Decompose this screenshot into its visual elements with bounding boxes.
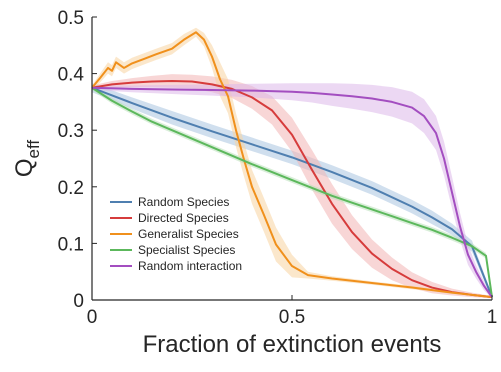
- x-tick-label: 0.5: [279, 307, 305, 328]
- legend-label-specialist-species: Specialist Species: [138, 243, 235, 257]
- axes: [91, 16, 493, 301]
- y-tick-label: 0.1: [58, 234, 84, 255]
- y-axis-label: Qeff: [11, 140, 43, 178]
- y-tick-label: 0.2: [58, 178, 84, 199]
- random-species-band: [92, 83, 492, 300]
- legend-label-generalist-species: Generalist Species: [138, 227, 239, 241]
- y-tick-label: 0.4: [58, 65, 85, 86]
- y-axis-label-main: Q: [11, 158, 38, 177]
- series-lines: [91, 31, 493, 299]
- generalist-species-line: [91, 31, 493, 299]
- y-tick-label: 0.5: [58, 8, 84, 29]
- directed-species-band: [92, 74, 492, 299]
- random-interaction-line: [91, 86, 493, 298]
- y-axis-label-subscript: eff: [24, 140, 43, 159]
- random-species-line: [91, 86, 493, 298]
- legend: Random Species Directed Species Generalist…: [110, 195, 242, 273]
- y-tick-label: 0.3: [58, 121, 84, 142]
- legend-label-random-interaction: Random interaction: [138, 259, 242, 273]
- legend-label-directed-species: Directed Species: [138, 211, 229, 225]
- tick-labels: 0 0.5 1 0 0.1 0.2 0.3 0.4 0.5: [58, 8, 498, 328]
- directed-species-line: [91, 79, 493, 299]
- x-tick-label: 1: [487, 307, 498, 328]
- legend-label-random-species: Random Species: [138, 195, 229, 209]
- specialist-species-line: [91, 86, 493, 298]
- x-axis-label: Fraction of extinction events: [143, 331, 442, 358]
- x-tick-label: 0: [87, 307, 98, 328]
- y-tick-label: 0: [73, 291, 84, 312]
